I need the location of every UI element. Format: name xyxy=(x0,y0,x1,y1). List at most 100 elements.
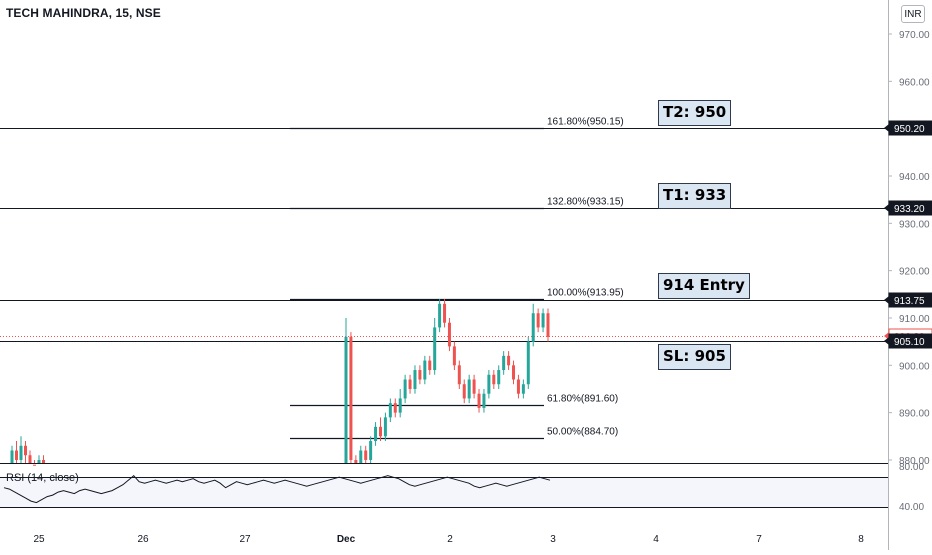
stop-loss-annotation[interactable]: SL: 905 xyxy=(658,344,731,370)
candle-47 xyxy=(536,308,540,333)
candle-body xyxy=(33,464,36,466)
candle-31 xyxy=(457,360,461,389)
candle-body xyxy=(531,313,535,342)
candles xyxy=(10,299,550,466)
candle-23 xyxy=(418,365,422,385)
entry-annotation[interactable]: 914 Entry xyxy=(658,273,750,299)
candle-30 xyxy=(452,341,456,371)
candle-24 xyxy=(423,355,427,385)
price-tick-5: 910.00 xyxy=(899,314,930,325)
candle-body xyxy=(423,360,427,380)
currency-button[interactable]: INR xyxy=(901,5,925,23)
candle-39 xyxy=(497,365,501,389)
candle-12 xyxy=(364,445,368,463)
candle-46 xyxy=(531,303,535,347)
price-tick-1: 960.00 xyxy=(899,77,930,88)
rsi-indicator-label[interactable]: RSI (14, close) xyxy=(6,472,79,484)
candle-6 xyxy=(37,455,41,463)
time-tick-4: 2 xyxy=(447,534,453,545)
candle-40 xyxy=(502,351,506,375)
price-tick-6: 900.00 xyxy=(899,361,930,372)
candle-37 xyxy=(487,370,491,399)
candle-25 xyxy=(428,355,432,375)
candle-27 xyxy=(438,299,442,333)
target-2-annotation[interactable]: T2: 950 xyxy=(658,100,732,126)
candle-body xyxy=(383,417,387,437)
rsi-band xyxy=(0,477,888,508)
price-tick-2: 940.00 xyxy=(899,172,930,183)
candle-body xyxy=(512,365,516,380)
candle-42 xyxy=(512,360,516,385)
price-tick-7: 890.00 xyxy=(899,409,930,420)
candle-body xyxy=(546,313,550,337)
candle-18 xyxy=(393,398,397,418)
candle-body xyxy=(502,355,506,371)
candle-43 xyxy=(516,374,520,399)
candle-body xyxy=(378,426,382,437)
candle-body xyxy=(516,379,520,394)
candle-body xyxy=(467,379,471,399)
candle-body xyxy=(521,384,525,394)
candle-body xyxy=(457,365,461,385)
candle-13 xyxy=(369,436,373,463)
candle-body xyxy=(482,393,486,408)
fib-label-2: 100.00%(913.95) xyxy=(547,288,624,299)
candle-49 xyxy=(546,308,550,342)
candle-45 xyxy=(526,336,530,389)
candle-body xyxy=(472,379,476,394)
price-label-2: 913.75 xyxy=(894,296,925,307)
candle-body xyxy=(28,455,32,463)
fib-label-3: 61.80%(891.60) xyxy=(547,394,618,405)
candle-body xyxy=(359,450,363,463)
target-1-annotation[interactable]: T1: 933 xyxy=(658,183,732,209)
candle-body xyxy=(536,313,540,328)
candle-body xyxy=(408,379,412,389)
price-tick-0: 970.00 xyxy=(899,30,930,41)
time-tick-6: 4 xyxy=(653,534,659,545)
candle-8 xyxy=(344,317,348,463)
candle-3 xyxy=(24,441,27,463)
candle-41 xyxy=(507,351,511,371)
price-tick-4: 920.00 xyxy=(899,267,930,278)
candle-14 xyxy=(374,422,378,446)
candle-17 xyxy=(388,398,392,423)
fib-label-1: 132.80%(933.15) xyxy=(547,197,624,208)
price-label-1: 933.20 xyxy=(894,204,925,215)
symbol-title[interactable]: TECH MAHINDRA, 15, NSE xyxy=(6,6,161,20)
candle-20 xyxy=(403,374,407,404)
rsi-tick-0: 80.00 xyxy=(899,462,924,473)
candle-11 xyxy=(359,445,363,463)
candle-19 xyxy=(398,388,402,418)
candle-10 xyxy=(354,455,358,463)
rsi-pane[interactable] xyxy=(0,475,888,508)
candle-0 xyxy=(10,445,14,463)
rsi-tick-1: 40.00 xyxy=(899,502,924,513)
candle-22 xyxy=(413,365,417,394)
candle-body xyxy=(42,459,45,463)
candle-2 xyxy=(19,436,23,463)
candle-body xyxy=(492,374,496,385)
candle-32 xyxy=(462,379,466,404)
candle-body xyxy=(477,393,481,408)
price-label-arrow-0 xyxy=(884,124,889,132)
candle-body xyxy=(438,303,442,328)
fib-label-4: 50.00%(884.70) xyxy=(547,427,618,438)
candle-body xyxy=(354,459,358,463)
time-tick-7: 7 xyxy=(756,534,762,545)
time-tick-1: 26 xyxy=(137,534,149,545)
price-label-arrow-4 xyxy=(884,337,889,345)
price-label-arrow-2 xyxy=(884,296,889,304)
candle-16 xyxy=(383,412,387,442)
candle-body xyxy=(452,346,456,366)
time-tick-3: Dec xyxy=(337,534,356,545)
price-label-0: 950.20 xyxy=(894,124,925,135)
candle-body xyxy=(418,370,422,380)
candle-26 xyxy=(433,317,437,375)
candle-body xyxy=(344,336,348,463)
candle-body xyxy=(37,459,41,463)
fib-label-0: 161.80%(950.15) xyxy=(547,117,624,128)
candle-body xyxy=(413,370,417,389)
candle-body xyxy=(24,445,27,456)
